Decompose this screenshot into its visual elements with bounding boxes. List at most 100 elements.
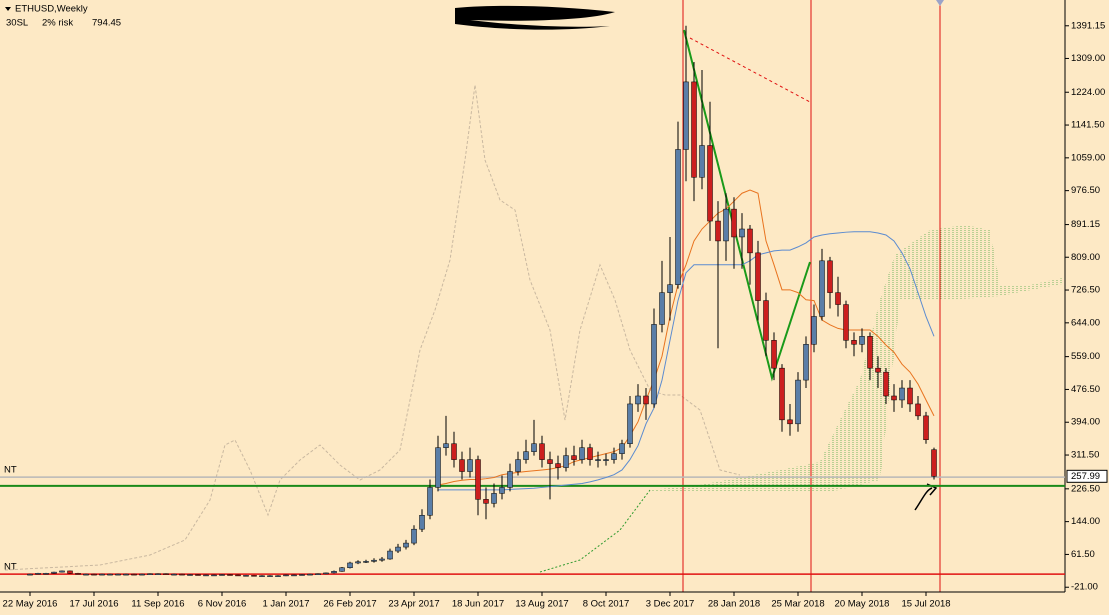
candle-body	[571, 455, 577, 460]
candle-body	[27, 573, 33, 576]
candle-body	[587, 447, 593, 460]
candle-body	[83, 573, 89, 576]
candle-body	[171, 573, 177, 576]
x-tick-label: 25 Mar 2018	[771, 599, 824, 610]
candle-body	[371, 559, 377, 562]
y-tick-label: 394.00	[1071, 417, 1100, 428]
indicator-line	[438, 231, 935, 491]
candle-body	[427, 487, 433, 516]
candle-body	[667, 284, 673, 293]
candle-body	[699, 145, 705, 178]
chart-title: ETHUSD,Weekly	[15, 4, 88, 15]
candle-body	[843, 304, 849, 341]
y-tick-label: 559.00	[1071, 351, 1100, 362]
y-tick-label: 1391.15	[1071, 20, 1105, 31]
candle-body	[643, 395, 649, 405]
y-tick-label: 144.00	[1071, 516, 1100, 527]
y-tick-label: 1309.00	[1071, 53, 1105, 64]
candle-body	[875, 367, 881, 373]
y-tick-label: -21.00	[1071, 582, 1098, 593]
candle-body	[595, 459, 601, 461]
candle-body	[707, 145, 713, 222]
candle-body	[259, 575, 265, 577]
y-tick-label: 476.50	[1071, 384, 1100, 395]
candle-body	[763, 300, 769, 341]
candle-body	[827, 260, 833, 293]
x-tick-label: 20 May 2018	[835, 599, 890, 610]
candle-body	[115, 573, 121, 576]
candle-body	[339, 567, 345, 572]
candle-body	[67, 570, 73, 574]
candle-body	[515, 459, 521, 472]
y-tick-label: 1141.50	[1071, 120, 1105, 131]
candle-body	[907, 387, 913, 405]
candle-body	[803, 344, 809, 381]
candle-body	[627, 403, 633, 444]
candle-body	[107, 573, 113, 576]
candle-body	[227, 574, 233, 576]
candle-body	[883, 371, 889, 397]
candle-body	[243, 575, 249, 577]
last-price-label: 257.99	[1071, 471, 1100, 482]
cloud-edge	[539, 489, 651, 573]
x-tick-label: 13 Aug 2017	[515, 599, 568, 610]
candle-body	[163, 573, 169, 575]
candle-body	[635, 395, 641, 405]
candle-body	[459, 459, 465, 472]
candle-body	[563, 455, 569, 468]
level-label: NT	[4, 465, 17, 476]
candle-body	[131, 573, 137, 576]
x-tick-label: 22 May 2016	[3, 599, 58, 610]
candle-body	[379, 558, 385, 561]
candle-body	[891, 395, 897, 401]
candle-body	[899, 387, 905, 401]
candle-body	[211, 574, 217, 577]
candle-body	[363, 561, 369, 563]
x-tick-label: 11 Sep 2016	[131, 599, 184, 610]
y-tick-label: 976.50	[1071, 185, 1100, 196]
candle-body	[523, 451, 529, 460]
candle-body	[499, 487, 505, 494]
candle-body	[483, 499, 489, 504]
candle-body	[659, 292, 665, 325]
candle-body	[123, 573, 129, 576]
candle-body	[331, 571, 337, 574]
y-tick-label: 891.15	[1071, 219, 1100, 230]
candle-body	[835, 292, 841, 305]
candle-body	[355, 561, 361, 564]
candle-body	[811, 316, 817, 345]
trendline	[683, 29, 811, 382]
candle-body	[579, 447, 585, 460]
x-tick-label: 8 Oct 2017	[583, 599, 629, 610]
candle-body	[675, 149, 681, 285]
x-tick-label: 1 Jan 2017	[262, 599, 309, 610]
candle-body	[747, 228, 753, 254]
candle-body	[235, 574, 241, 577]
candle-body	[795, 379, 801, 425]
candle-body	[859, 336, 865, 345]
candle-body	[683, 81, 689, 150]
candle-body	[75, 573, 81, 575]
x-tick-label: 18 Jun 2017	[452, 599, 504, 610]
candle-body	[283, 574, 289, 577]
candle-body	[275, 575, 281, 577]
candle-body	[291, 574, 297, 577]
x-tick-label: 26 Feb 2017	[323, 599, 376, 610]
candle-body	[195, 574, 201, 576]
y-tick-label: 311.50	[1071, 450, 1099, 461]
candle-body	[403, 542, 409, 548]
candle-body	[467, 459, 473, 472]
candle-body	[179, 573, 185, 576]
x-tick-label: 3 Dec 2017	[646, 599, 695, 610]
candle-body	[619, 443, 625, 454]
candle-body	[435, 447, 441, 488]
y-tick-label: 226.50	[1071, 483, 1100, 494]
y-tick-label: 644.00	[1071, 317, 1100, 328]
y-tick-label: 1224.00	[1071, 87, 1105, 98]
candle-body	[99, 573, 105, 576]
candle-body	[531, 443, 537, 452]
info: 794.45	[92, 18, 121, 29]
candle-body	[779, 367, 785, 421]
